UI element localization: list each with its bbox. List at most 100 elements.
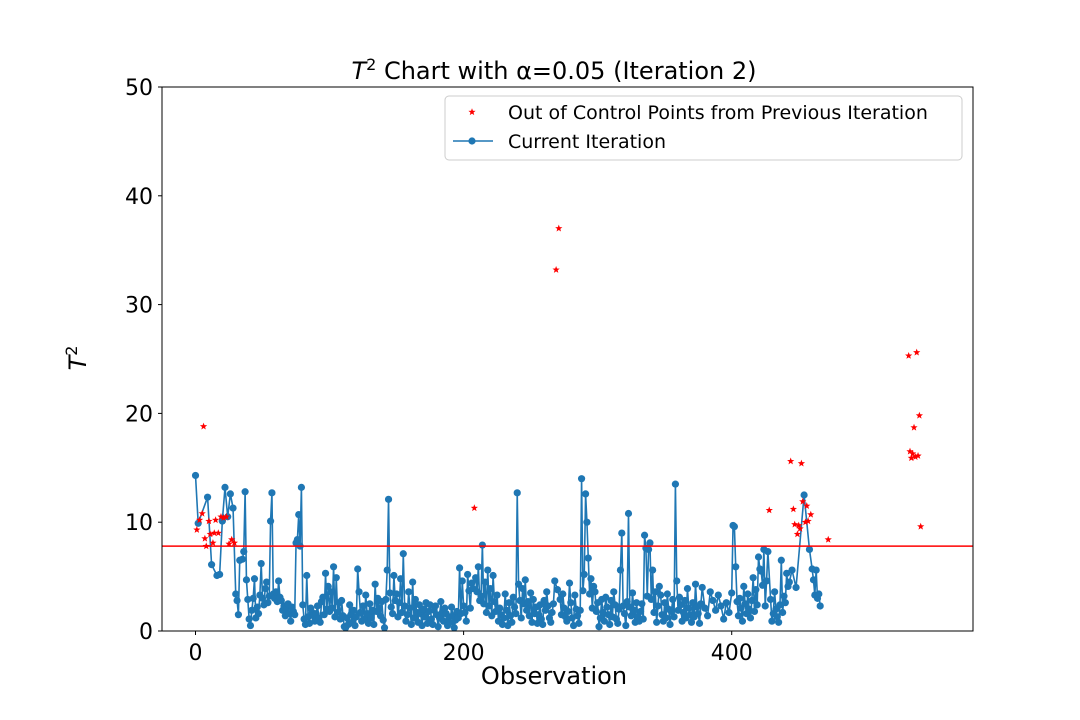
current-iteration-point (250, 575, 259, 583)
current-iteration-point (687, 618, 696, 626)
current-iteration-point (513, 489, 521, 497)
legend-star-marker (468, 108, 476, 116)
out-of-control-point (796, 524, 804, 532)
current-iteration-point (815, 590, 823, 598)
current-iteration-point (505, 599, 513, 607)
current-iteration-point (548, 608, 556, 617)
current-iteration-point (262, 578, 271, 586)
current-iteration-point (583, 518, 591, 526)
current-iteration-point (242, 576, 251, 584)
current-iteration-point (685, 604, 693, 612)
current-iteration-point (297, 483, 306, 491)
current-iteration-point (384, 495, 393, 503)
current-iteration-point (666, 620, 674, 629)
current-iteration-point (618, 529, 626, 537)
current-iteration-point (809, 576, 818, 584)
current-iteration-point (748, 596, 756, 605)
out-of-control-point (206, 530, 214, 538)
current-iteration-point (386, 589, 394, 597)
out-of-control-point (797, 459, 806, 467)
current-iteration-point (673, 577, 681, 585)
out-of-control-point (914, 452, 922, 459)
current-iteration-point (651, 588, 659, 596)
current-iteration-point (740, 582, 748, 590)
current-iteration-point (749, 574, 757, 582)
current-iteration-point (623, 598, 631, 606)
current-iteration-point (387, 603, 395, 611)
current-iteration-point (371, 580, 379, 588)
current-iteration-point (474, 563, 482, 571)
current-iteration-point (553, 586, 562, 594)
current-iteration-point (321, 569, 330, 577)
current-iteration-point (655, 582, 663, 590)
current-iteration-point (775, 618, 783, 626)
current-iteration-point (630, 606, 638, 614)
current-iteration-point (549, 600, 558, 608)
current-iteration-point (753, 601, 761, 609)
current-iteration-point (636, 607, 645, 616)
current-iteration-point (254, 609, 263, 618)
current-iteration-point (698, 583, 706, 592)
current-iteration-point (709, 596, 717, 605)
out-of-control-point (555, 224, 563, 232)
current-iteration-point (382, 595, 390, 604)
current-iteration-point (221, 483, 229, 491)
current-iteration-point (268, 489, 276, 497)
current-iteration-point (573, 612, 582, 620)
out-of-control-point (789, 505, 797, 513)
current-iteration-point (762, 577, 771, 585)
current-iteration-point (773, 613, 781, 621)
current-iteration-point (319, 593, 327, 601)
out-of-control-point (199, 422, 208, 430)
current-iteration-point (458, 577, 466, 585)
current-iteration-point (402, 617, 410, 625)
current-iteration-point (191, 471, 200, 480)
current-iteration-point (295, 510, 303, 519)
out-of-control-point (911, 453, 919, 460)
current-iteration-point (754, 553, 763, 561)
axes-layer: 0 200 400 0 10 20 30 40 50 (125, 76, 753, 666)
current-iteration-point (484, 566, 492, 574)
current-iteration-point (779, 608, 787, 617)
current-iteration-point (407, 620, 415, 629)
y-tick-label: 0 (139, 620, 153, 645)
current-iteration-point (509, 593, 517, 601)
current-iteration-point (447, 603, 456, 611)
out-of-control-point (470, 504, 478, 512)
current-iteration-point (577, 475, 586, 483)
current-iteration-point (327, 588, 335, 596)
current-iteration-point (426, 601, 434, 609)
current-iteration-point (388, 609, 397, 618)
current-iteration-point (602, 593, 610, 601)
current-iteration-point (610, 588, 618, 596)
x-axis-title: Observation (481, 662, 627, 690)
current-iteration-point (490, 598, 499, 606)
legend: Out of Control Points from Previous Iter… (444, 95, 963, 161)
out-of-control-point (807, 510, 815, 518)
out-of-control-point (913, 348, 921, 356)
out-of-control-point (907, 454, 915, 462)
current-iteration-point (425, 607, 433, 616)
current-iteration-point (706, 588, 714, 596)
current-iteration-point (679, 608, 688, 617)
current-iteration-point (649, 566, 657, 574)
y-tick-label: 40 (125, 185, 153, 210)
out-of-control-point (909, 449, 917, 457)
current-iteration-point (508, 618, 516, 626)
current-iteration-point (738, 617, 747, 625)
out-of-control-point (210, 529, 218, 537)
current-iteration-point (584, 554, 592, 562)
y-tick-label: 10 (125, 511, 153, 536)
current-iteration-point (800, 491, 808, 499)
current-iteration-point (627, 612, 635, 620)
current-iteration-point (675, 593, 684, 601)
current-iteration-point (434, 623, 442, 631)
current-iteration-point (650, 608, 658, 617)
current-iteration-point (780, 592, 788, 600)
current-iteration-point (272, 588, 280, 596)
current-iteration-point (816, 602, 824, 610)
out-of-control-point (801, 518, 810, 526)
current-iteration-point (406, 604, 414, 612)
current-iteration-point (717, 602, 725, 610)
